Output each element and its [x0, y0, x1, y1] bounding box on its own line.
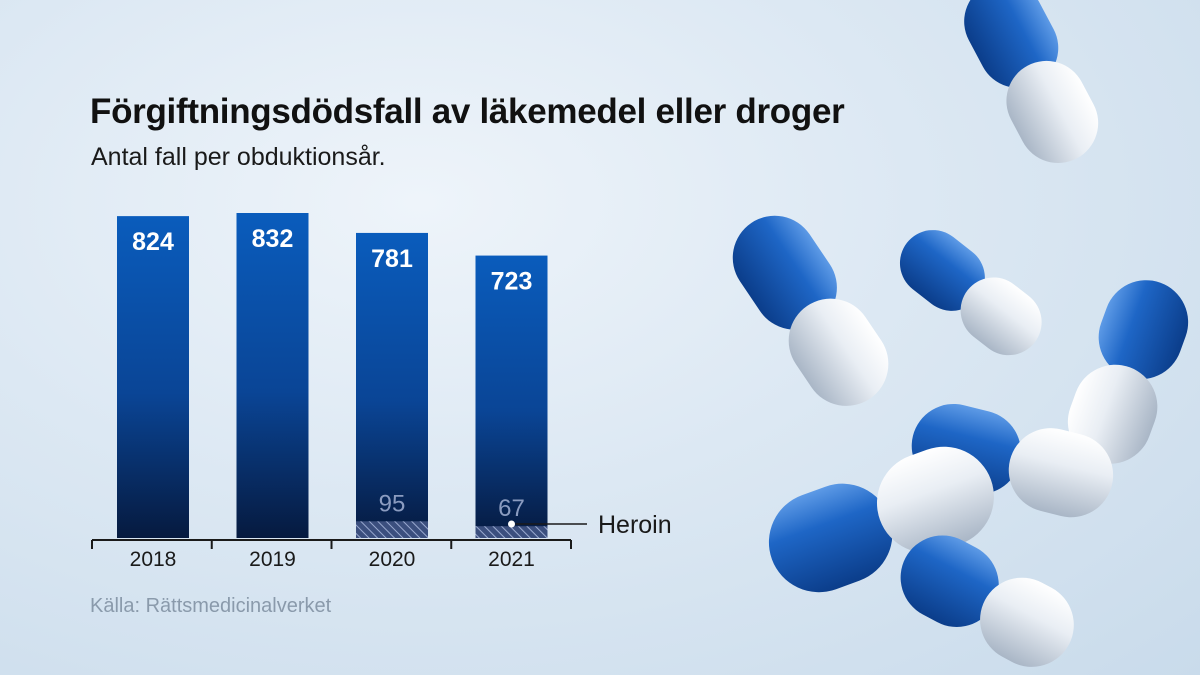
value-labels-group: 824 832 781 95 723 67: [132, 225, 532, 522]
legend: Heroin: [508, 511, 672, 539]
bar-value-label-2019: 832: [252, 225, 294, 253]
source-note: Källa: Rättsmedicinalverket: [90, 595, 332, 617]
capsule-bottom: [900, 535, 1074, 667]
heroin-segments-group: [356, 521, 548, 538]
capsule-middle: [899, 230, 1042, 356]
capsule-top: [964, 0, 1099, 163]
bar-2018: [117, 216, 189, 538]
bar-2021: [475, 255, 548, 538]
x-axis: 2018 2019 2020 2021: [91, 539, 572, 571]
bar-value-label-2021: 723: [491, 268, 533, 296]
heroin-value-label-2021: 67: [498, 495, 525, 522]
bars-group: [117, 213, 548, 538]
capsule-left: [732, 215, 889, 406]
x-tick-label-2018: 2018: [130, 548, 177, 571]
bar-2020: [356, 232, 428, 538]
heroin-segment-2021: [475, 526, 548, 538]
heroin-segment-2020: [356, 521, 428, 538]
bar-value-label-2020: 781: [371, 245, 413, 273]
capsule-bottom-left: [768, 446, 994, 593]
bar-2019: [236, 213, 309, 538]
bar-value-label-2018: 824: [132, 228, 174, 256]
heroin-value-label-2020: 95: [379, 490, 406, 517]
x-tick-label-2019: 2019: [249, 548, 296, 571]
chart-subtitle: Antal fall per obduktionsår.: [91, 143, 386, 171]
x-tick-label-2020: 2020: [369, 548, 416, 571]
x-tick-label-2021: 2021: [488, 548, 535, 571]
heroin-legend-dot: [508, 520, 515, 528]
heroin-legend-label: Heroin: [598, 511, 672, 539]
chart-title: Förgiftningsdödsfall av läkemedel eller …: [90, 92, 845, 131]
